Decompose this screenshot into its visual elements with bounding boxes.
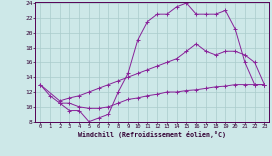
X-axis label: Windchill (Refroidissement éolien,°C): Windchill (Refroidissement éolien,°C) [78,131,226,138]
